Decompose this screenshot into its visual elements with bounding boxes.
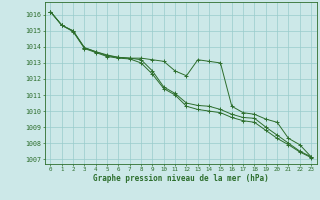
X-axis label: Graphe pression niveau de la mer (hPa): Graphe pression niveau de la mer (hPa) <box>93 174 269 183</box>
